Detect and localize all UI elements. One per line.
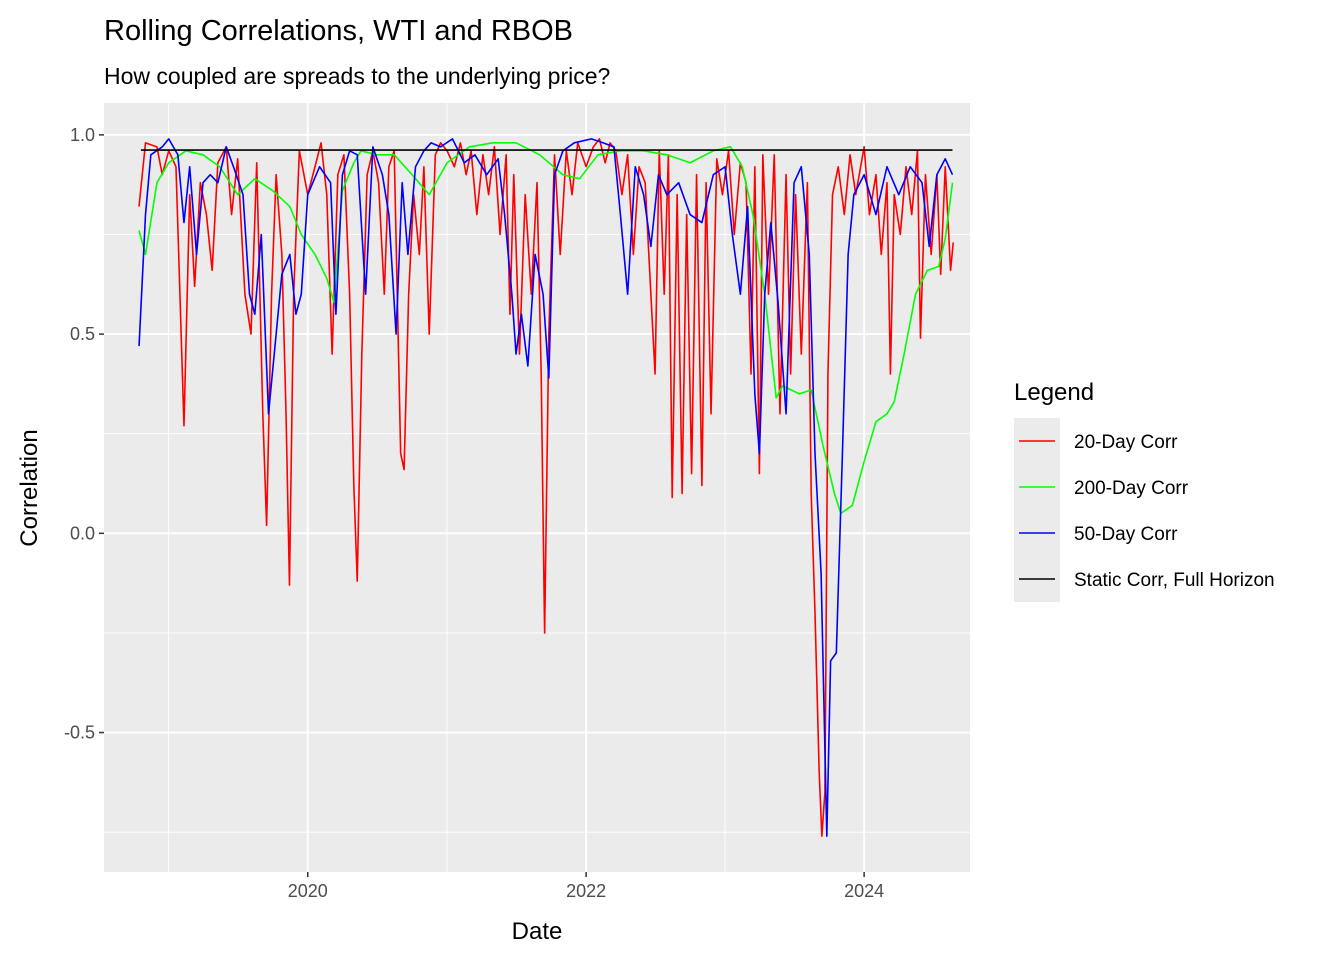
- x-tick-label: 2020: [288, 881, 328, 901]
- y-tick-label: 0.5: [70, 324, 95, 344]
- y-axis: -0.5 0.0 0.5 1.0: [64, 125, 104, 743]
- series-line-2: [138, 138, 954, 837]
- chart-title: Rolling Correlations, WTI and RBOB: [104, 15, 573, 47]
- chart-subtitle: How coupled are spreads to the underlyin…: [104, 63, 610, 89]
- legend: Legend 20-Day Corr 200-Day Corr 50-Day Cor…: [1014, 379, 1275, 602]
- y-tick-label: 1.0: [70, 125, 95, 145]
- grid-major: [104, 103, 970, 872]
- series-line-0: [138, 138, 955, 837]
- series-layer: [138, 138, 955, 837]
- x-axis: 2020 2022 2024: [288, 872, 884, 901]
- legend-label: Static Corr, Full Horizon: [1074, 570, 1275, 591]
- grid-minor: [104, 103, 970, 872]
- y-tick-label: -0.5: [64, 723, 95, 743]
- x-axis-title: Date: [512, 918, 563, 945]
- x-tick-label: 2022: [566, 881, 606, 901]
- x-tick-label: 2024: [844, 881, 884, 901]
- legend-label: 50-Day Corr: [1074, 524, 1178, 545]
- legend-title: Legend: [1014, 379, 1094, 406]
- series-line-1: [138, 142, 954, 515]
- legend-label: 20-Day Corr: [1074, 432, 1178, 453]
- legend-label: 200-Day Corr: [1074, 478, 1189, 499]
- y-tick-label: 0.0: [70, 523, 95, 543]
- y-axis-title: Correlation: [16, 429, 43, 546]
